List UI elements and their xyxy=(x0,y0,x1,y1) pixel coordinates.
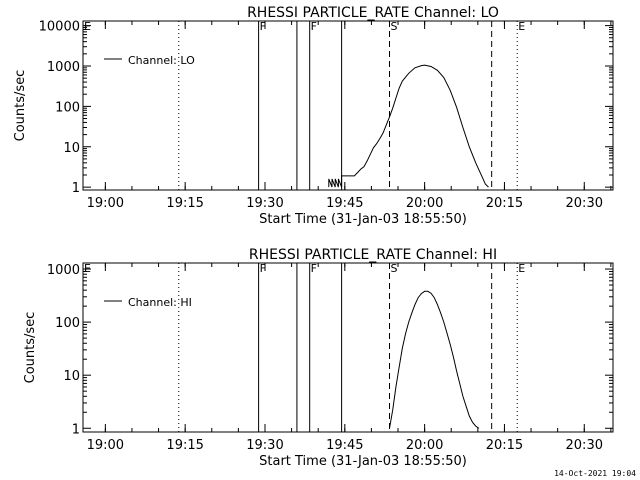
marker-label: F xyxy=(311,262,317,275)
marker-label: F xyxy=(311,20,317,33)
marker-label: F xyxy=(260,262,266,275)
x-tick-label: 20:00 xyxy=(406,438,443,453)
y-tick-label: 100 xyxy=(55,100,80,115)
y-tick-label: 10 xyxy=(63,141,80,156)
chart-title: RHESSI PARTICLE_RATE Channel: HI xyxy=(249,247,497,263)
x-tick-label: 20:30 xyxy=(566,196,603,211)
series-line-channel-hi xyxy=(389,290,480,429)
x-tick-label: 19:30 xyxy=(246,438,283,453)
footer-timestamp: 14-Oct-2021 19:04 xyxy=(554,469,636,478)
chart-title: RHESSI PARTICLE_RATE Channel: LO xyxy=(247,5,499,21)
marker-label: E xyxy=(518,20,525,33)
y-axis-label: Counts/sec xyxy=(23,312,38,384)
y-tick-label: 1 xyxy=(72,422,80,437)
x-tick-label: 19:00 xyxy=(87,438,124,453)
series-line-channel-lo xyxy=(328,64,489,188)
x-tick-label: 19:45 xyxy=(326,438,363,453)
y-tick-label: 1 xyxy=(72,181,80,196)
marker-label: S xyxy=(391,20,398,33)
y-tick-label: 10 xyxy=(63,369,80,384)
marker-label: S xyxy=(391,262,398,275)
marker-label: E xyxy=(84,20,91,33)
plot-frame xyxy=(82,262,614,433)
x-tick-label: 19:15 xyxy=(166,438,203,453)
y-tick-label: 1000 xyxy=(47,263,80,278)
x-tick-label: 20:00 xyxy=(406,196,443,211)
x-tick-label: 20:15 xyxy=(486,438,523,453)
marker-label: E xyxy=(518,262,525,275)
x-axis-label: Start Time (31-Jan-03 18:55:50) xyxy=(259,454,467,469)
marker-label: F xyxy=(260,20,266,33)
x-tick-label: 20:15 xyxy=(486,196,523,211)
x-tick-label: 19:15 xyxy=(166,196,203,211)
legend-label: Channel: LO xyxy=(128,54,195,67)
y-tick-label: 10000 xyxy=(39,20,80,35)
x-tick-label: 20:30 xyxy=(566,438,603,453)
marker-label: E xyxy=(84,262,91,275)
x-tick-label: 19:45 xyxy=(326,196,363,211)
x-tick-label: 19:30 xyxy=(246,196,283,211)
plot-frame xyxy=(82,20,614,191)
x-tick-label: 19:00 xyxy=(87,196,124,211)
x-axis-label: Start Time (31-Jan-03 18:55:50) xyxy=(259,212,467,227)
y-tick-label: 100 xyxy=(55,316,80,331)
legend-label: Channel: HI xyxy=(128,296,192,309)
y-tick-label: 1000 xyxy=(47,60,80,75)
y-axis-label: Counts/sec xyxy=(13,70,28,142)
